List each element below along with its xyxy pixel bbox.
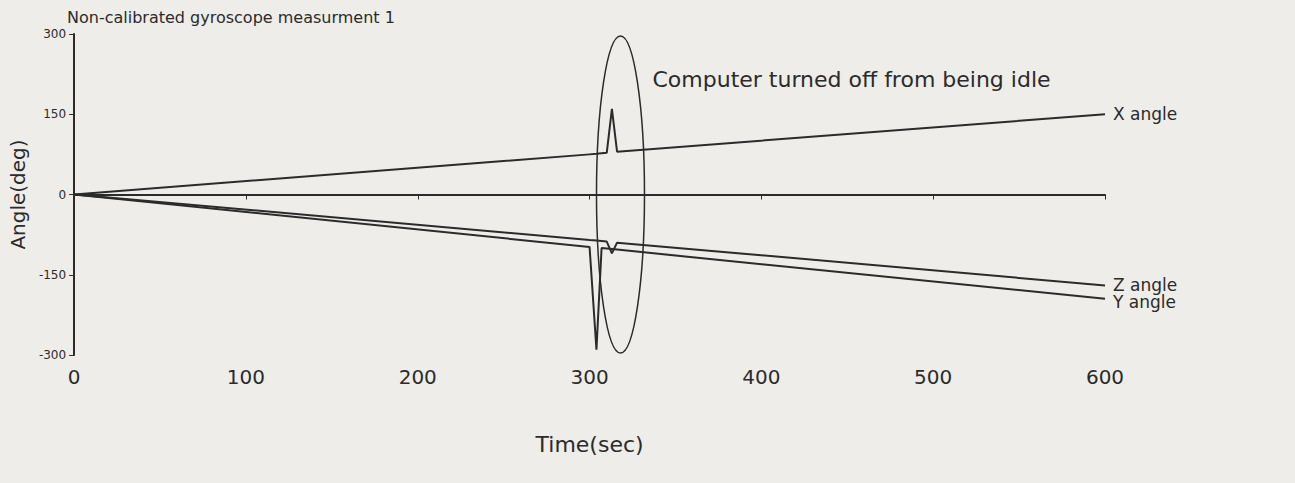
svg-text:Y angle: Y angle (1112, 292, 1176, 312)
svg-text:500: 500 (914, 365, 952, 389)
svg-text:Computer turned off from being: Computer turned off from being idle (652, 67, 1050, 92)
svg-text:0: 0 (58, 188, 66, 202)
svg-text:Non-calibrated gyroscope measu: Non-calibrated gyroscope measurment 1 (67, 8, 395, 27)
svg-text:150: 150 (43, 107, 66, 121)
svg-text:-150: -150 (39, 268, 66, 282)
svg-text:300: 300 (570, 365, 608, 389)
svg-text:X angle: X angle (1113, 104, 1177, 124)
svg-text:Angle(deg): Angle(deg) (6, 139, 30, 249)
svg-text:300: 300 (43, 27, 66, 41)
svg-text:100: 100 (227, 365, 265, 389)
svg-text:200: 200 (399, 365, 437, 389)
svg-text:Time(sec): Time(sec) (535, 432, 644, 457)
svg-text:400: 400 (742, 365, 780, 389)
svg-text:600: 600 (1086, 365, 1124, 389)
svg-text:0: 0 (68, 365, 81, 389)
svg-text:Z angle: Z angle (1113, 275, 1178, 296)
svg-text:-300: -300 (39, 348, 66, 362)
